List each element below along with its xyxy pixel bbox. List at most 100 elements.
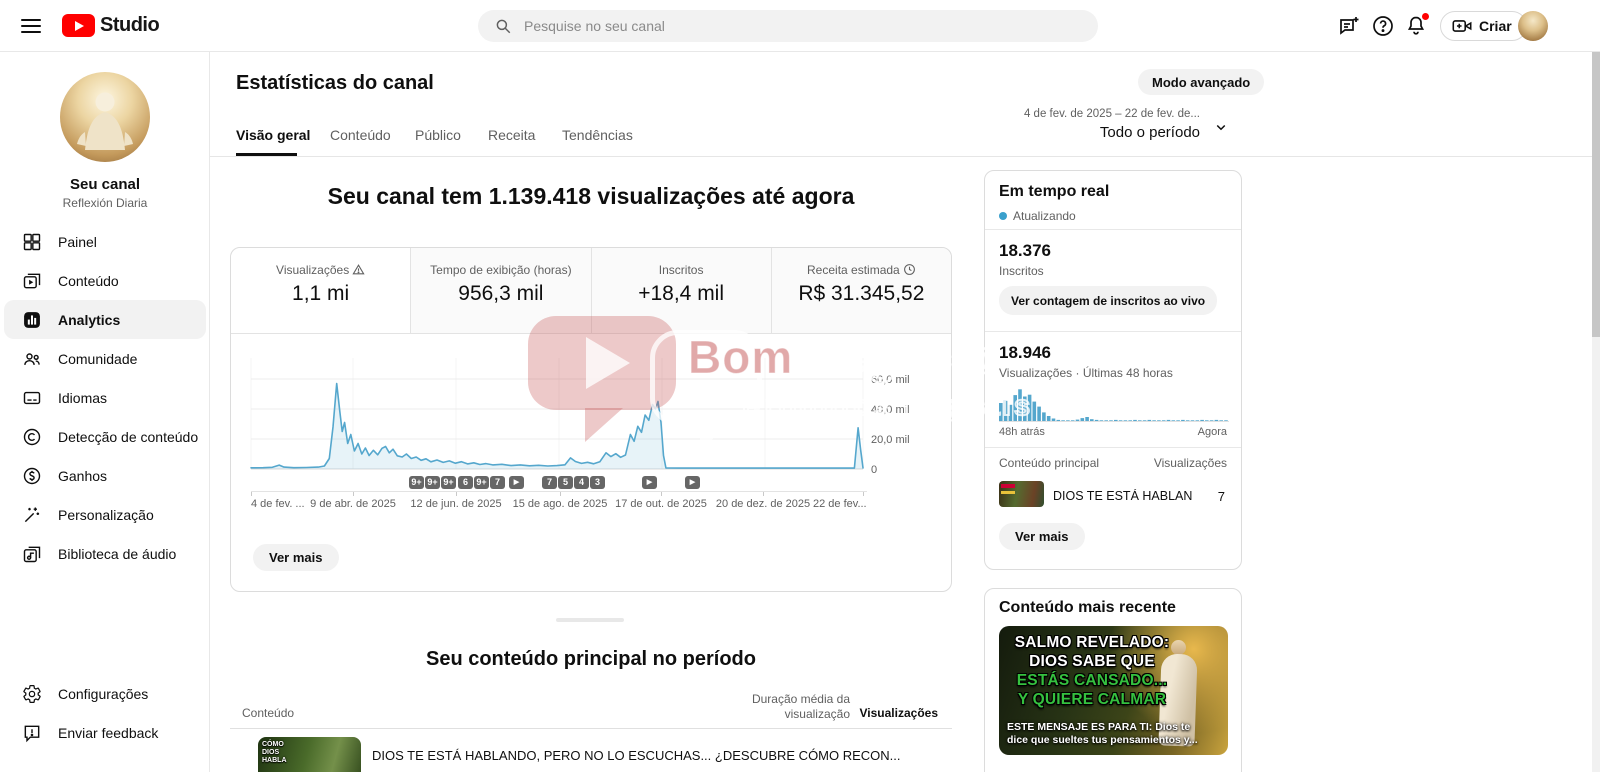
column-header-content[interactable]: Conteúdo	[242, 706, 295, 720]
channel-avatar[interactable]	[60, 72, 150, 162]
realtime-see-more-button[interactable]: Ver mais	[999, 523, 1085, 550]
live-subscriber-count-button[interactable]: Ver contagem de inscritos ao vivo	[999, 286, 1218, 315]
x-tick-label: 9 de abr. de 2025	[310, 498, 396, 510]
see-more-button[interactable]: Ver mais	[253, 544, 339, 571]
sidebar-item-configuracoes[interactable]: Configurações	[0, 674, 210, 713]
sidebar-item-biblioteca[interactable]: Biblioteca de áudio	[0, 534, 210, 573]
sidebar-item-conteudo[interactable]: Conteúdo	[0, 261, 210, 300]
chart-marker-badge[interactable]: ▶	[642, 476, 657, 489]
sidebar-item-painel[interactable]: Painel	[0, 222, 210, 261]
tab-conteudo[interactable]: Conteúdo	[330, 127, 391, 143]
metric-label: Inscritos	[658, 263, 704, 277]
latest-content-card: Conteúdo mais recente SALMO REVELADO: DI…	[984, 588, 1242, 772]
warning-icon	[352, 264, 365, 275]
search-bar[interactable]	[478, 10, 1098, 42]
search-input[interactable]	[524, 18, 1064, 34]
settings-gear-icon	[22, 684, 42, 704]
chart-marker-badge[interactable]: 7	[542, 476, 557, 489]
tab-visao-geral[interactable]: Visão geral	[236, 127, 311, 143]
chart-marker-badge[interactable]: 7	[490, 476, 505, 489]
chart-marker-badge[interactable]: ▶	[685, 476, 700, 489]
chart-marker-badge[interactable]: 9+	[425, 476, 440, 489]
sidebar-item-label: Comunidade	[58, 350, 138, 367]
topbar: Studio Criar	[0, 0, 1600, 52]
tab-receita[interactable]: Receita	[488, 127, 536, 143]
realtime-video-thumbnail[interactable]	[999, 481, 1044, 507]
feedback-icon	[22, 723, 42, 743]
notification-dot	[1421, 12, 1430, 21]
metric-label: Visualizações	[276, 263, 350, 277]
realtime-subscribers-label: Inscritos	[999, 264, 1044, 278]
views-chart-svg[interactable]: 0 20,0 mil 40,0 mil 60,0 mil	[247, 328, 937, 473]
page-scrollbar-thumb[interactable]	[1592, 52, 1600, 337]
active-tab-underline	[236, 153, 297, 156]
column-header-duration-line1: Duração média da	[751, 692, 850, 706]
metric-tab-receita[interactable]: Receita estimada R$ 31.345,52	[770, 248, 951, 333]
chart-marker-badge[interactable]: 4	[574, 476, 589, 489]
youtube-studio-logo[interactable]: Studio	[62, 14, 160, 37]
sidebar: Seu canal Reflexión Diaria Painel Conteú…	[0, 52, 210, 772]
svg-text:0: 0	[871, 464, 877, 473]
metric-tab-tempo-exibicao[interactable]: Tempo de exibição (horas) 956,3 mil	[410, 248, 591, 333]
video-row-title[interactable]: DIOS TE ESTÁ HABLANDO, PERO NO LO ESCUCH…	[372, 748, 901, 763]
latest-video-thumbnail[interactable]: SALMO REVELADO: DIOS SABE QUE ESTÁS CANS…	[999, 626, 1228, 755]
realtime-axis-left: 48h atrás	[999, 426, 1045, 438]
subtitles-icon	[22, 388, 42, 408]
sidebar-item-personalizacao[interactable]: Personalização	[0, 495, 210, 534]
create-button[interactable]: Criar	[1440, 11, 1527, 41]
chart-marker-badge[interactable]: 5	[558, 476, 573, 489]
column-header-duration[interactable]: Duração média da visualização	[690, 692, 850, 722]
x-tick-label: 22 de fev...	[813, 498, 867, 510]
realtime-status: Atualizando	[999, 209, 1076, 223]
thumbnail-figure	[1171, 640, 1186, 655]
metric-label: Receita estimada	[807, 263, 900, 277]
realtime-bars-chart[interactable]	[999, 384, 1229, 422]
metric-tab-visualizacoes[interactable]: Visualizações 1,1 mi	[231, 248, 411, 333]
tab-tendencias[interactable]: Tendências	[562, 127, 633, 143]
tab-publico[interactable]: Público	[415, 127, 461, 143]
channel-handle: Reflexión Diaria	[62, 196, 148, 210]
metric-value: 1,1 mi	[292, 282, 350, 305]
sidebar-item-label: Biblioteca de áudio	[58, 545, 177, 562]
earnings-icon	[22, 466, 42, 486]
realtime-subscribers-count: 18.376	[999, 241, 1051, 260]
realtime-video-title[interactable]: DIOS TE ESTÁ HABLANDO, P...	[1053, 489, 1193, 503]
advanced-mode-button[interactable]: Modo avançado	[1138, 69, 1265, 95]
divider	[985, 229, 1241, 230]
notifications-bell-icon[interactable]	[1404, 12, 1430, 38]
video-thumbnail[interactable]: CÓMO DIOS HABLA	[258, 737, 361, 772]
metric-tab-inscritos[interactable]: Inscritos +18,4 mil	[590, 248, 771, 333]
channel-views-headline: Seu canal tem 1.139.418 visualizações at…	[327, 183, 855, 209]
hamburger-menu-icon[interactable]	[20, 15, 42, 37]
metric-value: +18,4 mil	[638, 282, 725, 305]
chevron-down-icon[interactable]	[1212, 118, 1230, 136]
chart-marker-badge[interactable]: 3	[590, 476, 605, 489]
thumbnail-caption: ESTE MENSAJE ES PARA TI: Dios te dice qu…	[1007, 721, 1198, 746]
sidebar-item-label: Analytics	[58, 311, 121, 328]
page-title: Estatísticas do canal	[236, 72, 434, 94]
realtime-table-header-content: Conteúdo principal	[999, 456, 1100, 470]
live-status-dot-icon	[999, 212, 1007, 220]
date-range-label: 4 de fev. de 2025 – 22 de fev. de...	[1023, 108, 1200, 120]
sidebar-item-comunidade[interactable]: Comunidade	[0, 339, 210, 378]
page-scrollbar-track[interactable]	[1592, 52, 1600, 772]
sidebar-item-enviar-feedback[interactable]: Enviar feedback	[0, 713, 210, 752]
realtime-views-label: Visualizações · Últimas 48 horas	[999, 366, 1173, 380]
chart-marker-badge[interactable]: 6	[458, 476, 473, 489]
period-selector[interactable]: Todo o período	[1099, 124, 1200, 141]
chart-marker-badge[interactable]: 9+	[409, 476, 424, 489]
sidebar-item-ganhos[interactable]: Ganhos	[0, 456, 210, 495]
customization-icon	[22, 505, 42, 525]
sidebar-item-deteccao[interactable]: Detecção de conteúdo	[0, 417, 210, 456]
column-header-views[interactable]: Visualizações	[859, 706, 939, 720]
community-icon	[22, 349, 42, 369]
account-avatar[interactable]	[1518, 11, 1548, 41]
send-feedback-icon[interactable]	[1337, 14, 1361, 38]
chart-marker-badge[interactable]: ▶	[509, 476, 524, 489]
sidebar-item-analytics[interactable]: Analytics	[4, 300, 206, 339]
sidebar-footer: Configurações Enviar feedback	[0, 674, 210, 752]
chart-marker-badge[interactable]: 9+	[441, 476, 456, 489]
chart-marker-badge[interactable]: 9+	[474, 476, 489, 489]
sidebar-item-idiomas[interactable]: Idiomas	[0, 378, 210, 417]
help-icon[interactable]	[1371, 14, 1395, 38]
